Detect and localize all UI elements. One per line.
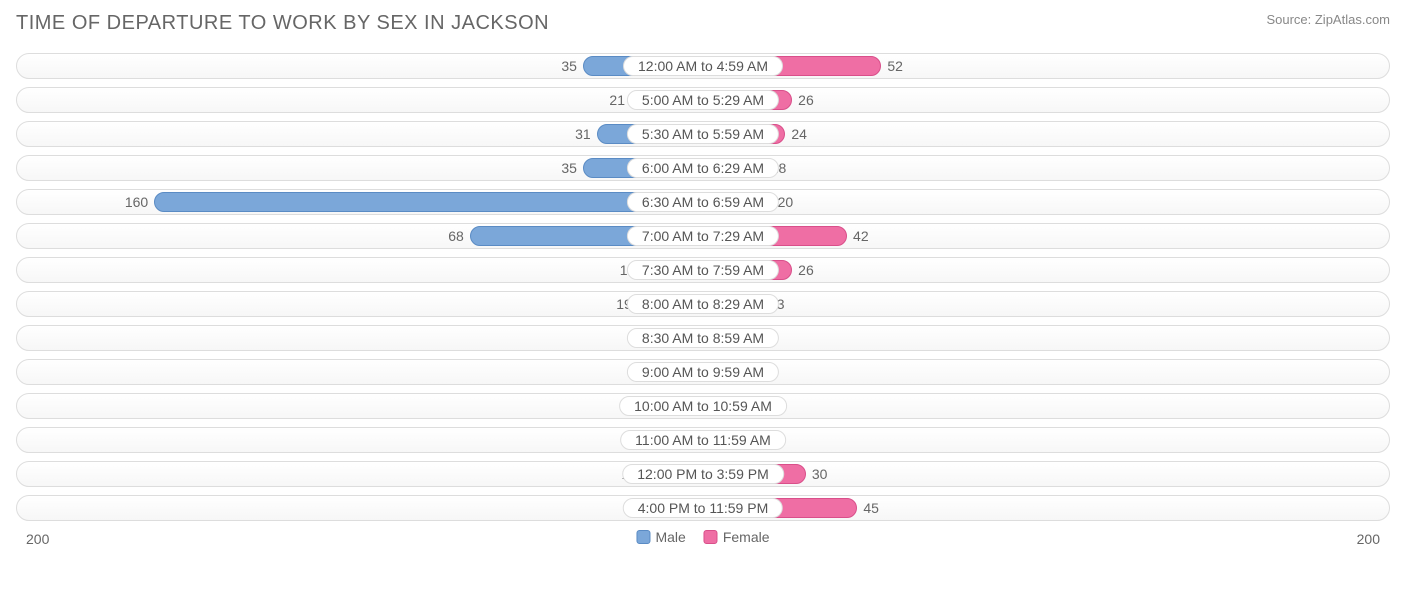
female-value-label: 26 <box>792 258 852 282</box>
legend: Male Female <box>636 529 769 545</box>
chart-row: 19138:00 AM to 8:29 AM <box>16 291 1390 317</box>
female-value-label: 45 <box>857 496 917 520</box>
category-label: 5:30 AM to 5:59 AM <box>627 124 779 144</box>
legend-male-label: Male <box>655 529 685 545</box>
category-label: 12:00 PM to 3:59 PM <box>622 464 784 484</box>
chart-row: 35186:00 AM to 6:29 AM <box>16 155 1390 181</box>
category-label: 12:00 AM to 4:59 AM <box>623 56 783 76</box>
category-label: 10:00 AM to 10:59 AM <box>619 396 787 416</box>
chart-row: 009:00 AM to 9:59 AM <box>16 359 1390 385</box>
chart-row: 31 24 5:30 AM to 5:59 AM <box>16 121 1390 147</box>
chart-row: 68 42 7:00 AM to 7:29 AM <box>16 223 1390 249</box>
chart-row: 0510:00 AM to 10:59 AM <box>16 393 1390 419</box>
female-value-label: 52 <box>881 54 941 78</box>
male-bar <box>154 192 703 212</box>
male-swatch-icon <box>636 530 650 544</box>
male-value-label: 21 <box>571 88 631 112</box>
chart-row: 160 206:30 AM to 6:59 AM <box>16 189 1390 215</box>
male-value-label: 68 <box>410 224 470 248</box>
diverging-bar-chart: 35 52 12:00 AM to 4:59 AM 21 26 5:00 AM to 5:… <box>16 53 1390 521</box>
female-value-label: 24 <box>785 122 845 146</box>
chart-row: 35 52 12:00 AM to 4:59 AM <box>16 53 1390 79</box>
chart-row: 0911:00 AM to 11:59 AM <box>16 427 1390 453</box>
category-label: 8:00 AM to 8:29 AM <box>627 294 779 314</box>
legend-item-female: Female <box>704 529 770 545</box>
legend-female-label: Female <box>723 529 770 545</box>
female-value-label: 26 <box>792 88 852 112</box>
axis-label-right: 200 <box>1357 531 1380 547</box>
category-label: 4:00 PM to 11:59 PM <box>623 498 783 518</box>
chart-row: 21 26 5:00 AM to 5:29 AM <box>16 87 1390 113</box>
category-label: 6:30 AM to 6:59 AM <box>627 192 779 212</box>
legend-item-male: Male <box>636 529 685 545</box>
male-value-label: 31 <box>537 122 597 146</box>
chart-row: 173012:00 PM to 3:59 PM <box>16 461 1390 487</box>
category-label: 8:30 AM to 8:59 AM <box>627 328 779 348</box>
chart-row: 5454:00 PM to 11:59 PM <box>16 495 1390 521</box>
category-label: 7:30 AM to 7:59 AM <box>627 260 779 280</box>
category-label: 11:00 AM to 11:59 AM <box>620 430 786 450</box>
male-value-label: 35 <box>523 54 583 78</box>
axis-label-left: 200 <box>26 531 49 547</box>
male-value-label: 35 <box>523 156 583 180</box>
category-label: 6:00 AM to 6:29 AM <box>627 158 779 178</box>
chart-row: 18267:30 AM to 7:59 AM <box>16 257 1390 283</box>
chart-title: TIME OF DEPARTURE TO WORK BY SEX IN JACK… <box>16 12 549 35</box>
category-label: 9:00 AM to 9:59 AM <box>627 362 779 382</box>
chart-row: 008:30 AM to 8:59 AM <box>16 325 1390 351</box>
category-label: 7:00 AM to 7:29 AM <box>627 226 779 246</box>
category-label: 5:00 AM to 5:29 AM <box>627 90 779 110</box>
source-attribution: Source: ZipAtlas.com <box>1266 12 1390 27</box>
female-value-label: 42 <box>847 224 907 248</box>
female-swatch-icon <box>704 530 718 544</box>
female-value-label: 20 <box>772 190 832 214</box>
female-value-label: 30 <box>806 462 866 486</box>
male-value-label: 160 <box>94 190 154 214</box>
